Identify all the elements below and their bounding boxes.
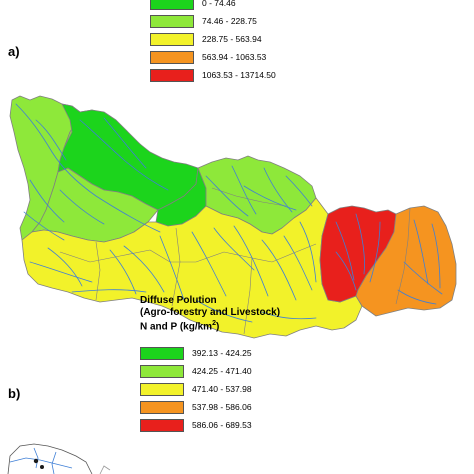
legend-a-swatch [150,33,194,46]
legend-b-swatch [140,365,184,378]
legend-b-units-close: ) [215,321,220,333]
watershed-polygons [9,95,457,339]
legend-b-item: 586.06 - 689.53 [140,419,410,433]
legend-b-title-line: (Agro-forestry and Livestock) [140,306,281,318]
legend-b-range: 471.40 - 537.98 [192,384,252,394]
legend-b-item: 392.13 - 424.25 [140,347,410,361]
inset-map-b [7,443,111,474]
legend-a-swatch [150,51,194,64]
inset-features [33,458,44,469]
panel-a-label: a) [8,44,20,59]
legend-a-range: 563.94 - 1063.53 [202,52,267,62]
legend-b-item: 537.98 - 586.06 [140,401,410,415]
legend-a-swatch [150,0,194,10]
panel-b-label: b) [8,386,21,401]
legend-a-swatch [150,15,194,28]
legend-b-swatch [140,401,184,414]
legend-a-range: 1063.53 - 13714.50 [202,70,276,80]
legend-b-swatch [140,383,184,396]
legend-b-item: 471.40 - 537.98 [140,383,410,397]
legend-b-title: Diffuse Polution (Agro-forestry and Live… [140,295,280,333]
legend-b-swatch [140,419,184,432]
legend-b-range: 537.98 - 586.06 [192,402,252,412]
river-network [15,103,443,323]
legend-b-title-line: Diffuse Polution [140,295,217,306]
legend-a: 0 - 74.46 74.46 - 228.75 228.75 - 563.94… [150,0,430,87]
legend-a-item: 1063.53 - 13714.50 [150,69,420,83]
legend-a-item: 74.46 - 228.75 [150,15,420,29]
legend-a-item: 228.75 - 563.94 [150,33,420,47]
legend-b-range: 424.25 - 471.40 [192,366,252,376]
legend-a-range: 74.46 - 228.75 [202,16,257,26]
legend-b-units-text: N and P (kg/km [140,321,213,333]
legend-b: Diffuse Polution (Agro-forestry and Live… [140,295,440,445]
legend-b-range: 392.13 - 424.25 [192,348,252,358]
legend-b-range: 586.06 - 689.53 [192,420,252,430]
legend-b-item: 424.25 - 471.40 [140,365,410,379]
legend-b-title-line: N and P (kg/km2) [140,318,280,333]
legend-b-swatch [140,347,184,360]
legend-a-item: 0 - 74.46 [150,0,420,11]
subbasin-orange [355,205,457,317]
legend-a-range: 0 - 74.46 [202,0,236,8]
legend-a-range: 228.75 - 563.94 [202,34,262,44]
legend-b-units-superscript: 2 [212,320,216,327]
legend-a-item: 563.94 - 1063.53 [150,51,420,65]
legend-a-swatch [150,69,194,82]
